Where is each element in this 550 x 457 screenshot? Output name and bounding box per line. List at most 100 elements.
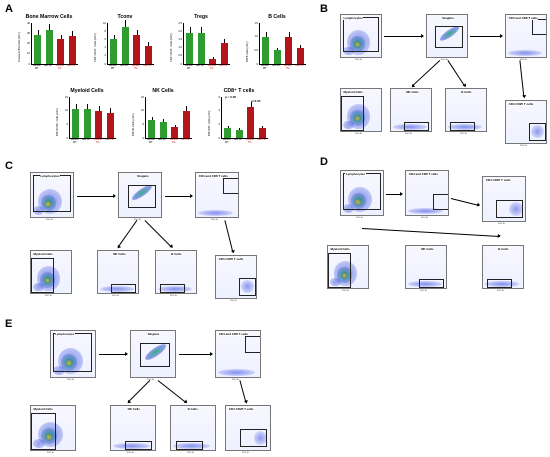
chart-bar: [133, 30, 141, 64]
arrow: [144, 220, 173, 248]
gate: [239, 429, 268, 448]
gate-label: Myeloid Cells: [343, 90, 364, 94]
gate-label: B Cells: [170, 252, 182, 256]
chart-bar: [247, 101, 255, 138]
flow-plot: B Cells: [445, 88, 487, 132]
gate-label: CD4 and CD8 T cells: [218, 332, 249, 336]
flow-plot: NK Cells: [110, 405, 156, 451]
bar-chart: B Cells BM B Cells (x10⁶) 0 0.5 1.0 1.5 Vehicl…: [246, 14, 308, 76]
chart-y-tick: 1.0: [178, 46, 182, 50]
cell-population: [393, 124, 427, 131]
gate-label: CD4 and CD8 T cells: [408, 172, 439, 176]
arrow: [411, 60, 441, 87]
flow-plot: B Cells: [482, 245, 524, 289]
chart-x-tick: Alfo WT: [119, 64, 129, 67]
chart-x-tick: Vehicle TG: [93, 138, 102, 144]
chart-y-tick: 10: [27, 52, 30, 56]
chart-bar: [273, 47, 281, 64]
gate: [31, 412, 57, 450]
arrow: [361, 228, 501, 237]
error-bar: [265, 31, 267, 37]
chart-x-tick: Vehicle WT: [70, 138, 79, 144]
chart-x-tick: Alfo WT: [195, 64, 205, 67]
chart-title: Tconv: [117, 14, 133, 20]
cell-population: [218, 369, 256, 377]
arrow: [99, 352, 128, 356]
panel-label-e: E: [5, 318, 13, 330]
flow-x-axis-label: FSC-A: [46, 219, 53, 221]
flow-plot: CD4 and CD8 T cells: [195, 172, 239, 218]
gate: [529, 123, 546, 141]
cell-population: [43, 276, 52, 285]
chart-y-tick: 1.5: [178, 37, 182, 41]
error-bar: [201, 27, 202, 33]
chart-bar: [186, 27, 194, 64]
gate: [341, 95, 365, 131]
chart-y-axis-label: BM NK Cells (x10⁴): [132, 113, 135, 136]
chart-x-tick: Alfo TG: [67, 64, 76, 67]
gate-label: Myeloid Cells: [33, 407, 54, 411]
flow-x-axis-label: FSC-A: [497, 290, 504, 292]
panel-label-a: A: [5, 3, 13, 15]
flow-plot: NK Cells: [390, 88, 432, 132]
significance-label: p = 0.05: [225, 95, 237, 99]
gate: [110, 284, 136, 293]
cell-population: [353, 40, 362, 49]
flow-x-axis-label: FSC-A: [342, 290, 349, 292]
flow-plot: CD4 CD25 T cells: [215, 255, 257, 299]
chart-y-tick: 8: [104, 29, 106, 33]
chart-x-tick: Alfo TG: [257, 138, 266, 141]
flow-x-axis-label: FSC-A: [112, 295, 119, 297]
flow-x-axis-label: FSC-A: [47, 452, 54, 454]
error-bar: [49, 24, 50, 31]
cell-population: [173, 442, 211, 450]
gate: [435, 26, 463, 48]
error-bar: [250, 101, 252, 108]
chart-y-axis-label: BM CD11b⁺ Cells (x10⁶): [56, 107, 59, 136]
flow-x-axis-label: FSC-A: [520, 59, 527, 61]
error-bar: [227, 125, 229, 128]
error-bar: [125, 20, 126, 28]
chart-bar: [148, 117, 156, 138]
chart-bar: [171, 125, 179, 138]
error-bar: [239, 127, 240, 130]
arrow: [179, 352, 213, 356]
chart-y-tick: 4: [218, 109, 220, 113]
flow-x-axis-label: FSC-A: [460, 133, 467, 135]
gate-label: Singlets: [136, 174, 150, 178]
bar-chart: Bone Marrow Cells Total Live BM Cells (x1…: [18, 14, 80, 76]
arrow: [77, 194, 116, 198]
chart-y-axis-label: Total Live BM Cells (x10⁶): [18, 32, 21, 62]
bar-chart: Tconv CD4⁺CD25⁻ Cells (x10⁴) 0 2 4 6 8 10 Vehicl…: [94, 14, 156, 76]
chart-bar: [209, 57, 217, 64]
arrow: [470, 34, 503, 38]
chart-bar: [106, 108, 114, 138]
error-bar: [262, 126, 263, 129]
gate: [433, 194, 448, 211]
gate-label: CD4 CD25 T cells: [485, 178, 511, 182]
cell-population: [509, 202, 523, 217]
chart-y-tick: 5: [142, 122, 144, 126]
cell-population: [100, 286, 134, 293]
error-bar: [151, 117, 153, 121]
gate-label: Lymphocytes: [54, 332, 75, 336]
chart-x-tick: Alfo WT: [43, 64, 53, 67]
chart-y-tick: 10: [103, 21, 106, 25]
chart-x-tick: Alfo TG: [105, 138, 114, 141]
error-bar: [136, 30, 138, 36]
error-bar: [113, 34, 115, 40]
chart-y-tick: 0.5: [254, 48, 258, 52]
flow-x-axis-label: FSC-A: [420, 290, 427, 292]
chart-plot-area: [31, 23, 78, 65]
flow-x-axis-label: FSC-A: [211, 219, 218, 221]
chart-bar: [57, 34, 65, 64]
chart-x-tick: Vehicle WT: [108, 64, 117, 70]
gate: [244, 335, 260, 353]
chart-x-tick: Alfo TG: [181, 138, 190, 141]
chart-x-tick: Vehicle WT: [222, 138, 231, 144]
chart-y-axis-label: BM CD8⁺ Cells (x10⁴): [208, 110, 211, 136]
chart-bar: [285, 31, 293, 64]
chart-y-tick: 5: [66, 122, 68, 126]
gate-label: NK Cells: [112, 252, 127, 256]
chart-bar: [110, 34, 118, 64]
